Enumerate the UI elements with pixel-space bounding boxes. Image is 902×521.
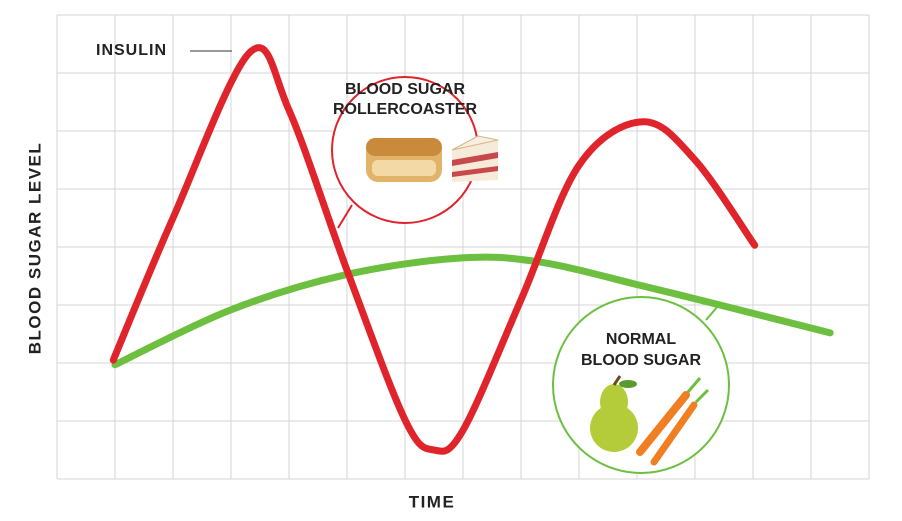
annotation: NORMAL <box>606 331 676 348</box>
y-axis-label: BLOOD SUGAR LEVEL <box>25 142 44 355</box>
annotation: INSULIN <box>96 42 167 59</box>
annotation: BLOOD SUGAR <box>345 81 465 98</box>
carrot-icon <box>636 377 710 466</box>
annotation: ROLLERCOASTER <box>333 101 477 118</box>
x-axis-label: TIME <box>409 492 456 511</box>
lines <box>109 44 834 455</box>
connector <box>337 204 353 229</box>
data-line <box>111 253 834 369</box>
pear-icon <box>590 375 638 452</box>
cake-icon <box>451 135 499 182</box>
connector <box>705 305 719 321</box>
data-line <box>109 44 759 455</box>
annotation: BLOOD SUGAR <box>581 352 701 369</box>
bread-icon <box>366 138 442 182</box>
